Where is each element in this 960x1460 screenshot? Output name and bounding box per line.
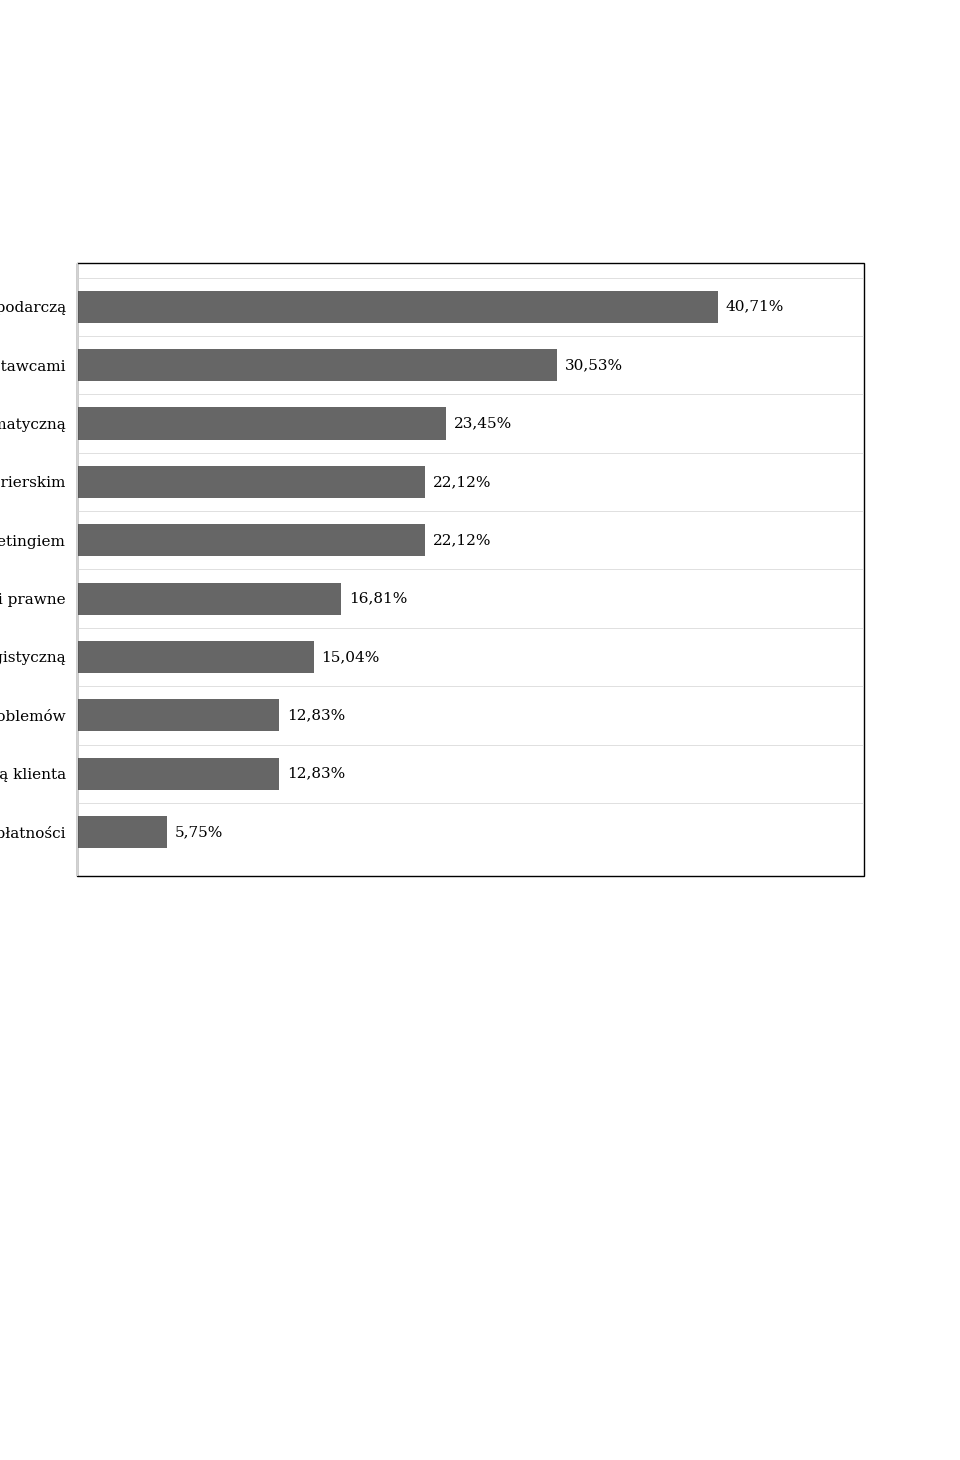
- Bar: [77, 291, 718, 323]
- Text: 22,12%: 22,12%: [433, 474, 492, 489]
- Bar: [77, 349, 558, 381]
- Bar: [77, 816, 167, 848]
- Text: 22,12%: 22,12%: [433, 533, 492, 548]
- Bar: [77, 699, 278, 731]
- Text: 30,53%: 30,53%: [565, 358, 623, 372]
- Bar: [77, 641, 314, 673]
- Bar: [77, 524, 425, 556]
- Text: 15,04%: 15,04%: [322, 650, 380, 664]
- Text: 23,45%: 23,45%: [454, 416, 512, 431]
- Text: 12,83%: 12,83%: [287, 708, 345, 723]
- Bar: [77, 583, 342, 615]
- Text: 40,71%: 40,71%: [726, 299, 784, 314]
- Bar: [77, 758, 278, 790]
- Text: 12,83%: 12,83%: [287, 766, 345, 781]
- Text: 5,75%: 5,75%: [175, 825, 224, 840]
- Text: 16,81%: 16,81%: [349, 591, 408, 606]
- Bar: [77, 407, 446, 439]
- Bar: [77, 466, 425, 498]
